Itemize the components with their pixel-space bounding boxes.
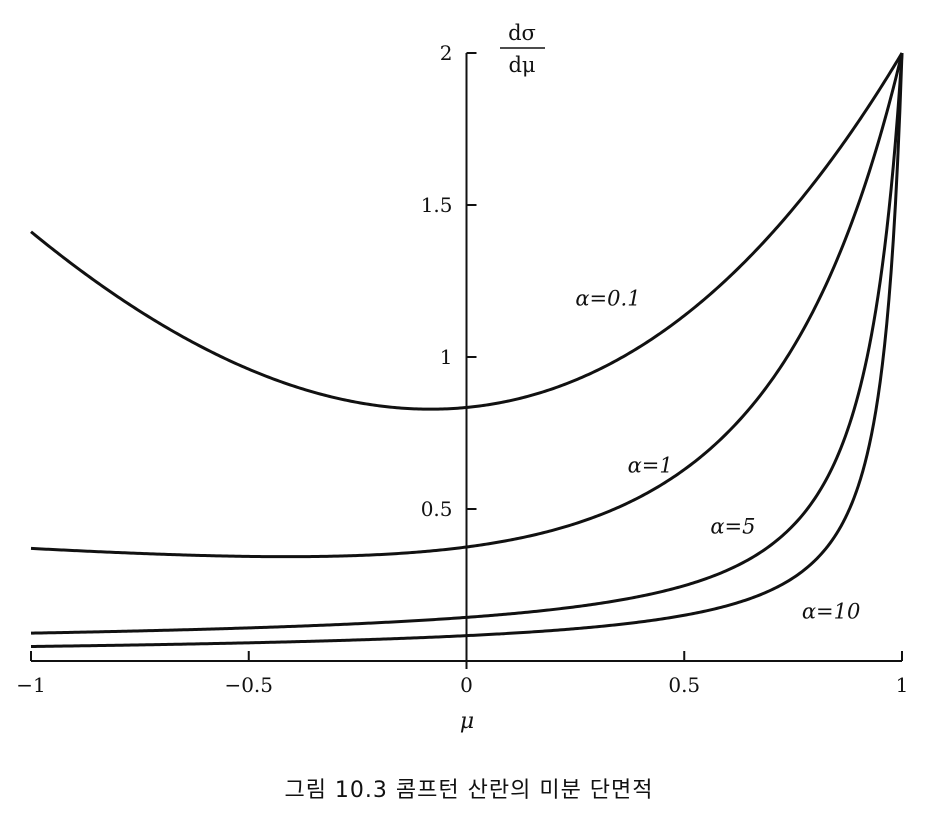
axes: −1 −0.5 0 0.5 1 0.5 1 1.5 2	[16, 41, 908, 697]
y-tick-label: 0.5	[421, 497, 453, 521]
y-tick-label: 2	[440, 41, 453, 65]
series-label: α=10	[802, 599, 861, 623]
figure-caption: 그림 10.3 콤프턴 산란의 미분 단면적	[284, 778, 654, 803]
y-tick-label: 1	[440, 345, 453, 369]
series-line	[30, 52, 904, 411]
series-label: α=5	[710, 514, 755, 538]
x-tick-label: 1	[896, 673, 909, 697]
x-tick-label: −1	[16, 673, 45, 697]
series-line	[30, 52, 904, 648]
series-label: α=0.1	[575, 286, 640, 310]
x-tick-label: 0	[460, 673, 473, 697]
series-line	[30, 52, 904, 635]
y-axis-label-numerator: dσ	[508, 21, 536, 45]
labels: dσ dμ μ α=0.1 α=1 α=5 α=10	[460, 21, 860, 734]
y-axis-label-denominator: dμ	[508, 53, 535, 77]
y-tick-label: 1.5	[421, 193, 453, 217]
x-tick-label: −0.5	[224, 673, 273, 697]
series-label: α=1	[628, 454, 673, 478]
series-line	[30, 52, 904, 559]
x-tick-label: 0.5	[668, 673, 700, 697]
curves	[30, 52, 904, 648]
x-axis-label: μ	[460, 709, 474, 734]
